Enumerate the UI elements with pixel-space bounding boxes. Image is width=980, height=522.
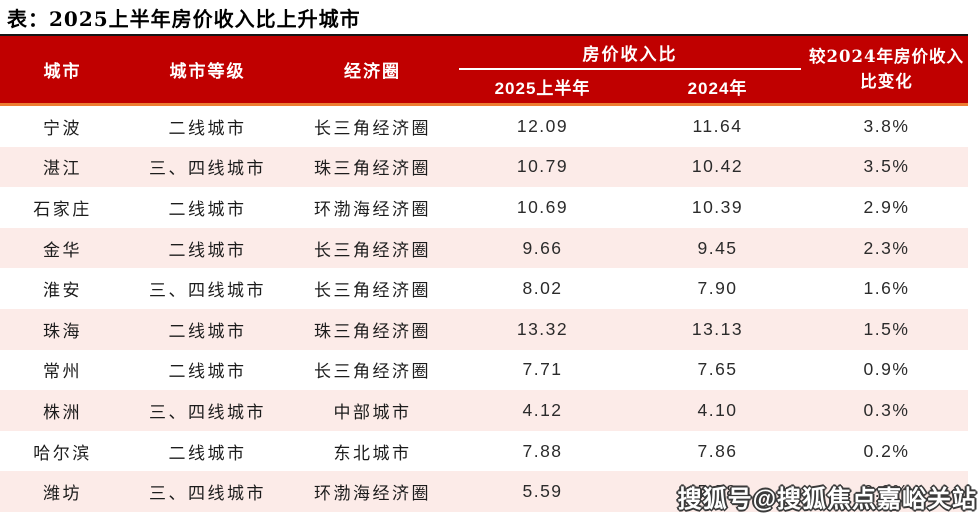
cell-change: 0.3% bbox=[863, 399, 910, 420]
cell-ratio-2025h1: 10.69 bbox=[516, 196, 569, 217]
table-row: 湛江 三、四线城市 珠三角经济圈 10.79 10.42 3.5% bbox=[0, 146, 968, 188]
cell-ratio-2024: 11.64 bbox=[692, 115, 743, 136]
cell-ratio-2024: 7.86 bbox=[697, 440, 738, 461]
table-row: 金华 二线城市 长三角经济圈 9.66 9.45 2.3% bbox=[0, 227, 968, 269]
header-group-divider bbox=[459, 68, 801, 70]
cell-circle: 长三角经济圈 bbox=[314, 240, 431, 261]
cell-change: 3.8% bbox=[863, 115, 910, 136]
cell-tier: 二线城市 bbox=[168, 118, 247, 139]
table-row: 珠海 二线城市 珠三角经济圈 13.32 13.13 1.5% bbox=[0, 308, 968, 350]
watermark: 搜狐号@搜狐焦点嘉峪关站 bbox=[677, 486, 977, 513]
cell-ratio-2024: 10.42 bbox=[691, 156, 744, 177]
housing-ratio-table: 城市 城市等级 经济圈 房价收入比 2025上半年 2024年 较2024年房价… bbox=[0, 34, 968, 512]
header-2024: 2024年 bbox=[687, 79, 748, 98]
cell-tier: 二线城市 bbox=[168, 240, 247, 261]
header-ratio-group-label: 房价收入比 bbox=[582, 44, 678, 65]
cell-circle: 长三角经济圈 bbox=[314, 118, 431, 139]
cell-ratio-2024: 7.65 bbox=[697, 359, 738, 380]
cell-circle: 环渤海经济圈 bbox=[314, 199, 431, 220]
cell-ratio-2024: 7.90 bbox=[697, 278, 738, 299]
cell-city: 宁波 bbox=[43, 118, 82, 139]
cell-change: 2.9% bbox=[863, 196, 910, 217]
cell-city: 石家庄 bbox=[33, 199, 92, 220]
cell-ratio-2025h1: 10.79 bbox=[516, 156, 569, 177]
cell-tier: 三、四线城市 bbox=[149, 402, 266, 423]
table-row: 宁波 二线城市 长三角经济圈 12.09 11.64 3.8% bbox=[0, 106, 968, 147]
page-title: 表：2025上半年房价收入比上升城市 bbox=[7, 7, 361, 31]
cell-circle: 中部城市 bbox=[333, 402, 412, 423]
cell-city: 湛江 bbox=[43, 159, 82, 180]
table-row: 淮安 三、四线城市 长三角经济圈 8.02 7.90 1.6% bbox=[0, 268, 968, 309]
cell-city: 潍坊 bbox=[43, 484, 82, 505]
cell-change: 0.2% bbox=[863, 440, 910, 461]
cell-circle: 东北城市 bbox=[333, 443, 412, 464]
header-tier: 城市等级 bbox=[169, 62, 246, 82]
cell-ratio-2025h1: 8.02 bbox=[522, 278, 563, 299]
header-change-line1: 较2024年房价收入 bbox=[809, 46, 964, 66]
header-ratio-subrow: 2025上半年 2024年 bbox=[455, 70, 805, 103]
cell-circle: 长三角经济圈 bbox=[314, 281, 431, 302]
cell-city: 珠海 bbox=[43, 321, 82, 342]
table-row: 石家庄 二线城市 环渤海经济圈 10.69 10.39 2.9% bbox=[0, 187, 968, 228]
cell-circle: 珠三角经济圈 bbox=[314, 159, 431, 180]
cell-ratio-2025h1: 5.59 bbox=[522, 481, 563, 502]
table-body: 宁波 二线城市 长三角经济圈 12.09 11.64 3.8% 湛江 三、四线城… bbox=[0, 106, 968, 512]
header-change: 较2024年房价收入 比变化 bbox=[805, 36, 968, 103]
cell-circle: 长三角经济圈 bbox=[314, 362, 431, 383]
table-row: 株洲 三、四线城市 中部城市 4.12 4.10 0.3% bbox=[0, 390, 968, 431]
header-city: 城市 bbox=[43, 62, 82, 82]
cell-circle: 环渤海经济圈 bbox=[314, 484, 431, 505]
cell-change: 1.5% bbox=[863, 318, 910, 339]
cell-ratio-2025h1: 4.12 bbox=[522, 399, 563, 420]
cell-tier: 二线城市 bbox=[168, 362, 247, 383]
cell-circle: 珠三角经济圈 bbox=[314, 321, 431, 342]
table-row: 潍坊 三、四线城市 环渤海经济圈 5.59 5.58 0.2% bbox=[0, 471, 968, 512]
table-row: 常州 二线城市 长三角经济圈 7.71 7.65 0.9% bbox=[0, 349, 968, 391]
header-change-line2: 比变化 bbox=[860, 71, 913, 91]
table-header-row: 城市 城市等级 经济圈 房价收入比 2025上半年 2024年 较2024年房价… bbox=[0, 34, 968, 106]
cell-change: 0.2% bbox=[863, 481, 910, 502]
cell-ratio-2024: 4.10 bbox=[697, 399, 738, 420]
cell-ratio-2024: 10.39 bbox=[691, 196, 744, 217]
cell-ratio-2024: 5.58 bbox=[697, 481, 738, 502]
cell-city: 常州 bbox=[43, 362, 82, 383]
cell-change: 2.3% bbox=[863, 237, 910, 258]
cell-tier: 三、四线城市 bbox=[149, 159, 266, 180]
header-2025h1: 2025上半年 bbox=[494, 79, 591, 98]
cell-change: 0.9% bbox=[863, 359, 910, 380]
cell-tier: 二线城市 bbox=[168, 443, 247, 464]
header-circle: 经济圈 bbox=[344, 62, 401, 82]
cell-city: 金华 bbox=[43, 240, 82, 261]
cell-ratio-2025h1: 9.66 bbox=[522, 237, 563, 258]
cell-ratio-2024: 9.45 bbox=[697, 237, 738, 258]
cell-city: 株洲 bbox=[43, 402, 82, 423]
cell-ratio-2025h1: 7.88 bbox=[522, 440, 563, 461]
cell-ratio-2024: 13.13 bbox=[691, 318, 744, 339]
cell-tier: 三、四线城市 bbox=[149, 484, 266, 505]
cell-tier: 二线城市 bbox=[168, 321, 247, 342]
cell-city: 淮安 bbox=[43, 281, 82, 302]
cell-ratio-2025h1: 13.32 bbox=[516, 318, 569, 339]
cell-tier: 二线城市 bbox=[168, 199, 247, 220]
cell-tier: 三、四线城市 bbox=[149, 281, 266, 302]
cell-change: 1.6% bbox=[863, 278, 910, 299]
cell-city: 哈尔滨 bbox=[33, 443, 92, 464]
cell-ratio-2025h1: 7.71 bbox=[522, 359, 563, 380]
cell-ratio-2025h1: 12.09 bbox=[516, 115, 569, 136]
table-row: 哈尔滨 二线城市 东北城市 7.88 7.86 0.2% bbox=[0, 430, 968, 472]
cell-change: 3.5% bbox=[863, 156, 910, 177]
header-ratio-group: 房价收入比 2025上半年 2024年 bbox=[455, 36, 805, 103]
